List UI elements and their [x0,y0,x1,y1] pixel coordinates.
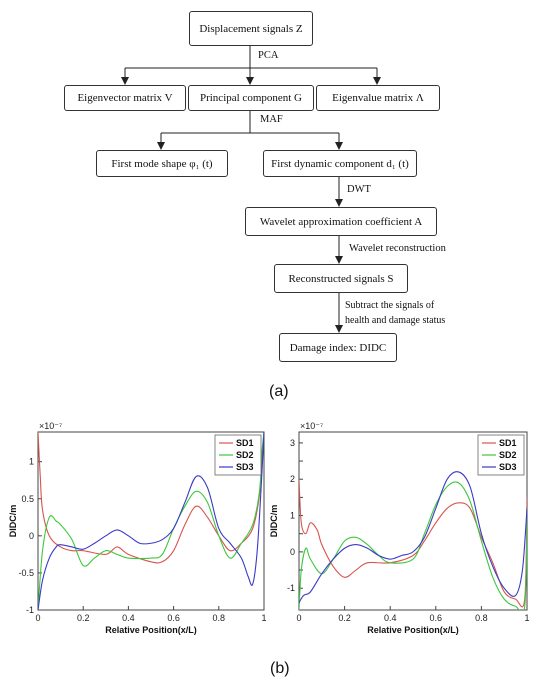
node-wavelet-approximation-coefficient: Wavelet approximation coefficient A [245,207,437,236]
y-tick-label: 1 [29,457,34,467]
x-tick-label: 0.6 [167,613,180,623]
node-eigenvector-matrix: Eigenvector matrix V [64,85,186,111]
series-line-sd3 [38,432,264,610]
y-tick-label: 3 [290,438,295,448]
series-line-sd2 [38,432,264,610]
node-reconstructed-signals: Reconstructed signals S [274,264,408,293]
y-tick-label: 0.5 [21,494,34,504]
edge-label-subtract-line1: Subtract the signals of [345,300,435,311]
series-line-sd1 [38,432,264,564]
series-line-sd3 [299,471,527,604]
legend-label-sd3: SD3 [499,462,517,472]
y-scale-label: ×10⁻⁷ [300,421,323,431]
edge-label-dwt: DWT [347,184,371,195]
x-tick-label: 0 [296,613,301,623]
edge-label-maf: MAF [260,114,283,125]
x-tick-label: 0.2 [338,613,351,623]
x-tick-label: 0.4 [122,613,135,623]
x-tick-label: 1 [524,613,529,623]
x-axis-title: Relative Position(x/L) [105,625,197,635]
x-tick-label: 0.8 [213,613,226,623]
legend-label-sd2: SD2 [236,450,254,460]
x-tick-label: 1 [261,613,266,623]
x-tick-label: 0 [35,613,40,623]
node-eigenvalue-matrix: Eigenvalue matrix Λ [316,85,440,111]
y-tick-label: -1 [287,583,295,593]
legend-label-sd2: SD2 [499,450,517,460]
edge-label-subtract-line2: health and damage status [345,315,446,326]
x-tick-label: 0.2 [77,613,90,623]
y-axis-title: DIDC/m [269,505,279,538]
node-displacement-signals: Displacement signals Z [189,11,313,46]
edge-label-wavelet-reconstruction: Wavelet reconstruction [349,243,446,254]
node-principal-component: Principal component G [188,85,314,111]
node-first-dynamic-component: First dynamic component d₁ (t) [263,150,417,177]
y-tick-label: 0 [290,547,295,557]
y-axis-title: DIDC/m [8,505,18,538]
y-tick-label: -1 [26,605,34,615]
edge-label-pca: PCA [258,50,279,61]
legend-label-sd1: SD1 [499,438,517,448]
node-first-mode-shape: First mode shape φ₁ (t) [96,150,228,177]
caption-a: (a) [269,383,289,400]
series-line-sd2 [299,481,527,610]
legend-label-sd1: SD1 [236,438,254,448]
x-tick-label: 0.4 [384,613,397,623]
y-tick-label: 1 [290,511,295,521]
y-tick-label: 0 [29,531,34,541]
y-scale-label: ×10⁻⁷ [39,421,62,431]
caption-b: (b) [270,660,290,677]
x-tick-label: 0.6 [430,613,443,623]
legend-label-sd3: SD3 [236,462,254,472]
y-tick-label: -0.5 [18,568,34,578]
x-tick-label: 0.8 [475,613,488,623]
node-damage-index: Damage index: DIDC [279,333,397,362]
y-tick-label: 2 [290,474,295,484]
x-axis-title: Relative Position(x/L) [367,625,459,635]
